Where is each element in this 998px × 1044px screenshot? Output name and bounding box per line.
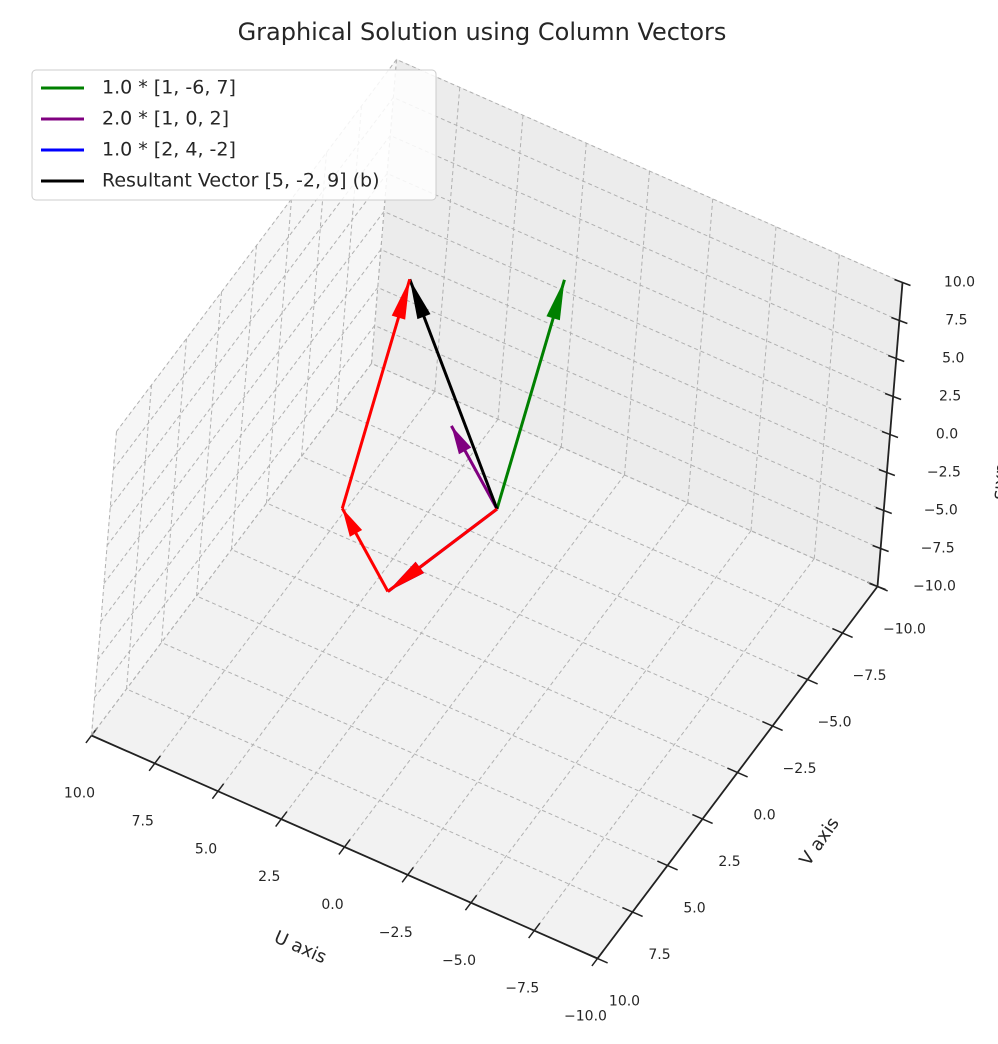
legend-box bbox=[31, 69, 437, 201]
grid-line bbox=[750, 226, 777, 531]
vector-arrow bbox=[450, 425, 499, 510]
x-tick-label: 2.5 bbox=[258, 869, 280, 885]
x-tick-label: −2.5 bbox=[379, 925, 413, 941]
x-tick-label: 7.5 bbox=[132, 813, 154, 829]
y-tick-label: 0.0 bbox=[753, 808, 775, 824]
y-tick-label: 5.0 bbox=[683, 901, 705, 917]
vector-arrow-head bbox=[451, 425, 472, 455]
grid-line bbox=[687, 198, 714, 503]
y-tick-label: −2.5 bbox=[783, 761, 817, 777]
legend-label: 1.0 * [2, 4, -2] bbox=[102, 139, 236, 161]
x-tick-label: 10.0 bbox=[64, 786, 95, 802]
grid-line bbox=[533, 558, 815, 931]
legend: 1.0 * [1, -6, 7] 2.0 * [1, 0, 2] 1.0 * [2,… bbox=[31, 69, 437, 201]
y-tick-label: 7.5 bbox=[648, 947, 670, 963]
z-tick-label: −5.0 bbox=[924, 503, 958, 519]
chart-title: Graphical Solution using Column Vectors bbox=[238, 18, 727, 46]
x-axis-label: U axis bbox=[271, 927, 330, 969]
grid-line bbox=[383, 211, 891, 435]
y-axis-line bbox=[596, 585, 879, 960]
grid-line bbox=[97, 287, 379, 660]
grid-line bbox=[377, 287, 884, 511]
x-tick-label: 0.0 bbox=[321, 897, 343, 913]
y-tick-label: −5.0 bbox=[818, 715, 852, 731]
z-axis-line bbox=[876, 282, 904, 587]
chain-arrow-head bbox=[387, 561, 425, 592]
grid-line bbox=[106, 173, 388, 546]
grid-line bbox=[336, 409, 843, 634]
grid-line bbox=[103, 211, 385, 584]
y-tick-label: −10.0 bbox=[883, 622, 926, 638]
y-tick-label: 2.5 bbox=[718, 854, 740, 870]
z-tick-label: 2.5 bbox=[939, 389, 961, 405]
grid-line bbox=[231, 245, 257, 550]
grid-line bbox=[266, 502, 773, 727]
y-tick-label: 10.0 bbox=[609, 994, 640, 1010]
grid-line bbox=[126, 688, 633, 913]
chain-arrow bbox=[340, 278, 412, 509]
grid-line bbox=[161, 338, 187, 643]
grid-line bbox=[301, 456, 808, 680]
grid-line bbox=[161, 642, 668, 866]
vector-arrow-shaft bbox=[408, 278, 499, 510]
x-tick-label: −5.0 bbox=[442, 953, 476, 969]
legend-label: Resultant Vector [5, -2, 9] (b) bbox=[102, 170, 380, 192]
vector-arrow-head bbox=[546, 279, 565, 321]
x-tick-label: 5.0 bbox=[195, 841, 217, 857]
z-axis-label: W axis bbox=[989, 439, 998, 500]
grid-line bbox=[100, 249, 382, 622]
grid-line bbox=[396, 59, 903, 283]
grid-line bbox=[374, 325, 881, 549]
x-tick-label: −7.5 bbox=[505, 981, 539, 997]
legend-label: 1.0 * [1, -6, 7] bbox=[102, 77, 236, 99]
grid-line bbox=[393, 97, 900, 321]
z-tick-label: 7.5 bbox=[945, 313, 967, 329]
z-tick-label: 5.0 bbox=[942, 351, 964, 367]
grid-line bbox=[266, 198, 292, 504]
grid-line bbox=[231, 549, 738, 773]
grid-line bbox=[196, 291, 222, 597]
grid-line bbox=[196, 595, 703, 820]
chain-arrow-head bbox=[391, 279, 410, 320]
chain-arrow bbox=[340, 507, 390, 593]
z-tick-label: −10.0 bbox=[913, 579, 956, 595]
grid-line bbox=[470, 530, 752, 904]
grid-line bbox=[301, 152, 327, 457]
grid-line bbox=[390, 135, 897, 359]
x-axis-line bbox=[91, 734, 598, 960]
z-tick-label: −7.5 bbox=[921, 541, 955, 557]
grid-line bbox=[126, 384, 152, 690]
vector-arrow-head bbox=[409, 279, 431, 320]
grid-line bbox=[813, 254, 840, 559]
chain-arrow bbox=[386, 507, 498, 593]
grid-line bbox=[380, 249, 888, 473]
chain-arrow-head bbox=[342, 508, 363, 537]
grid-line bbox=[386, 173, 894, 397]
grid-line bbox=[407, 502, 689, 876]
legend-label: 2.0 * [1, 0, 2] bbox=[102, 108, 229, 130]
grid-line bbox=[434, 87, 461, 392]
grid-line bbox=[91, 431, 117, 736]
y-axis-label: V axis bbox=[795, 814, 843, 870]
z-tick-label: 0.0 bbox=[936, 427, 958, 443]
grid-line bbox=[94, 325, 376, 698]
vector-arrow bbox=[495, 279, 566, 510]
grid-line bbox=[497, 115, 524, 420]
x-tick-label: −10.0 bbox=[564, 1009, 607, 1025]
y-tick-label: −7.5 bbox=[853, 668, 887, 684]
z-tick-label: −2.5 bbox=[927, 465, 961, 481]
grid-line bbox=[91, 363, 372, 736]
grid-line bbox=[560, 143, 587, 448]
grid-line bbox=[371, 363, 878, 587]
z-tick-label: 10.0 bbox=[944, 275, 975, 291]
vector-arrow bbox=[408, 278, 499, 510]
grid-line bbox=[624, 170, 650, 476]
